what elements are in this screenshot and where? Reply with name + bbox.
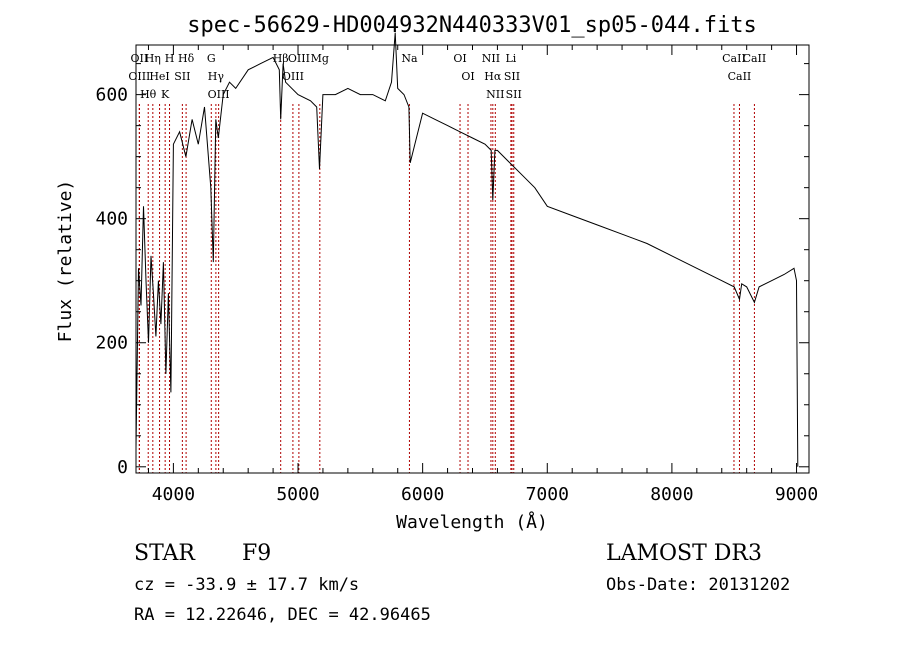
line-label: CaII: [722, 52, 746, 65]
object-subclass: F9: [242, 541, 271, 566]
line-label: SII: [504, 70, 520, 83]
redshift-readout: cz = -33.9 ± 17.7 km/s: [134, 575, 359, 595]
line-label: Hβ: [273, 52, 289, 65]
line-label: H: [165, 52, 175, 65]
line-label: OII: [131, 52, 149, 65]
line-label: Na: [401, 52, 418, 65]
x-tick-label: 7000: [526, 484, 569, 505]
line-label: OI: [453, 52, 466, 65]
spectrum-trace: [135, 32, 799, 467]
line-label: OIII: [288, 52, 310, 65]
line-label: K: [161, 88, 170, 101]
line-label: HeI: [149, 70, 169, 83]
line-label: Hθ: [140, 88, 157, 101]
line-label: Mg: [311, 52, 329, 65]
line-label: Hδ: [178, 52, 195, 65]
y-tick-label: 600: [95, 85, 128, 106]
x-tick-label: 8000: [650, 484, 693, 505]
y-tick-label: 200: [95, 333, 128, 354]
line-label: SII: [506, 88, 522, 101]
line-label: SII: [174, 70, 190, 83]
x-tick-label: 4000: [152, 484, 195, 505]
plot-frame: [135, 44, 810, 474]
line-label: CaII: [728, 70, 752, 83]
line-label: Hα: [484, 70, 502, 83]
object-class: STAR: [134, 541, 196, 566]
line-label: CaII: [743, 52, 767, 65]
line-label: G: [207, 52, 216, 65]
line-label: OIII: [128, 70, 150, 83]
x-axis-label: Wavelength (Å): [396, 511, 548, 533]
y-tick-label: 0: [117, 457, 128, 478]
survey-name: LAMOST DR3: [606, 541, 762, 566]
chart-title: spec-56629-HD004932N440333V01_sp05-044.f…: [187, 13, 757, 38]
line-label: Hγ: [208, 70, 225, 83]
y-axis-label: Flux (relative): [55, 180, 76, 343]
x-tick-label: 6000: [401, 484, 444, 505]
y-tick-label: 400: [95, 209, 128, 230]
x-tick-label: 9000: [775, 484, 818, 505]
line-label: Li: [505, 52, 516, 65]
line-label: OIII: [282, 70, 304, 83]
line-label: OIII: [208, 88, 230, 101]
observation-date: Obs-Date: 20131202: [606, 575, 790, 595]
x-axis-ticks: 4000 5000 6000 7000 8000 9000: [147, 45, 818, 505]
line-label: OI: [461, 70, 474, 83]
spectral-line-markers: [138, 104, 755, 473]
line-label: NII: [482, 52, 500, 65]
x-tick-label: 5000: [276, 484, 319, 505]
coordinates-readout: RA = 12.22646, DEC = 42.96465: [134, 605, 431, 625]
line-label: Hη: [145, 52, 161, 65]
y-axis-ticks: 0 200 400 600: [95, 63, 809, 478]
line-label: NII: [486, 88, 504, 101]
